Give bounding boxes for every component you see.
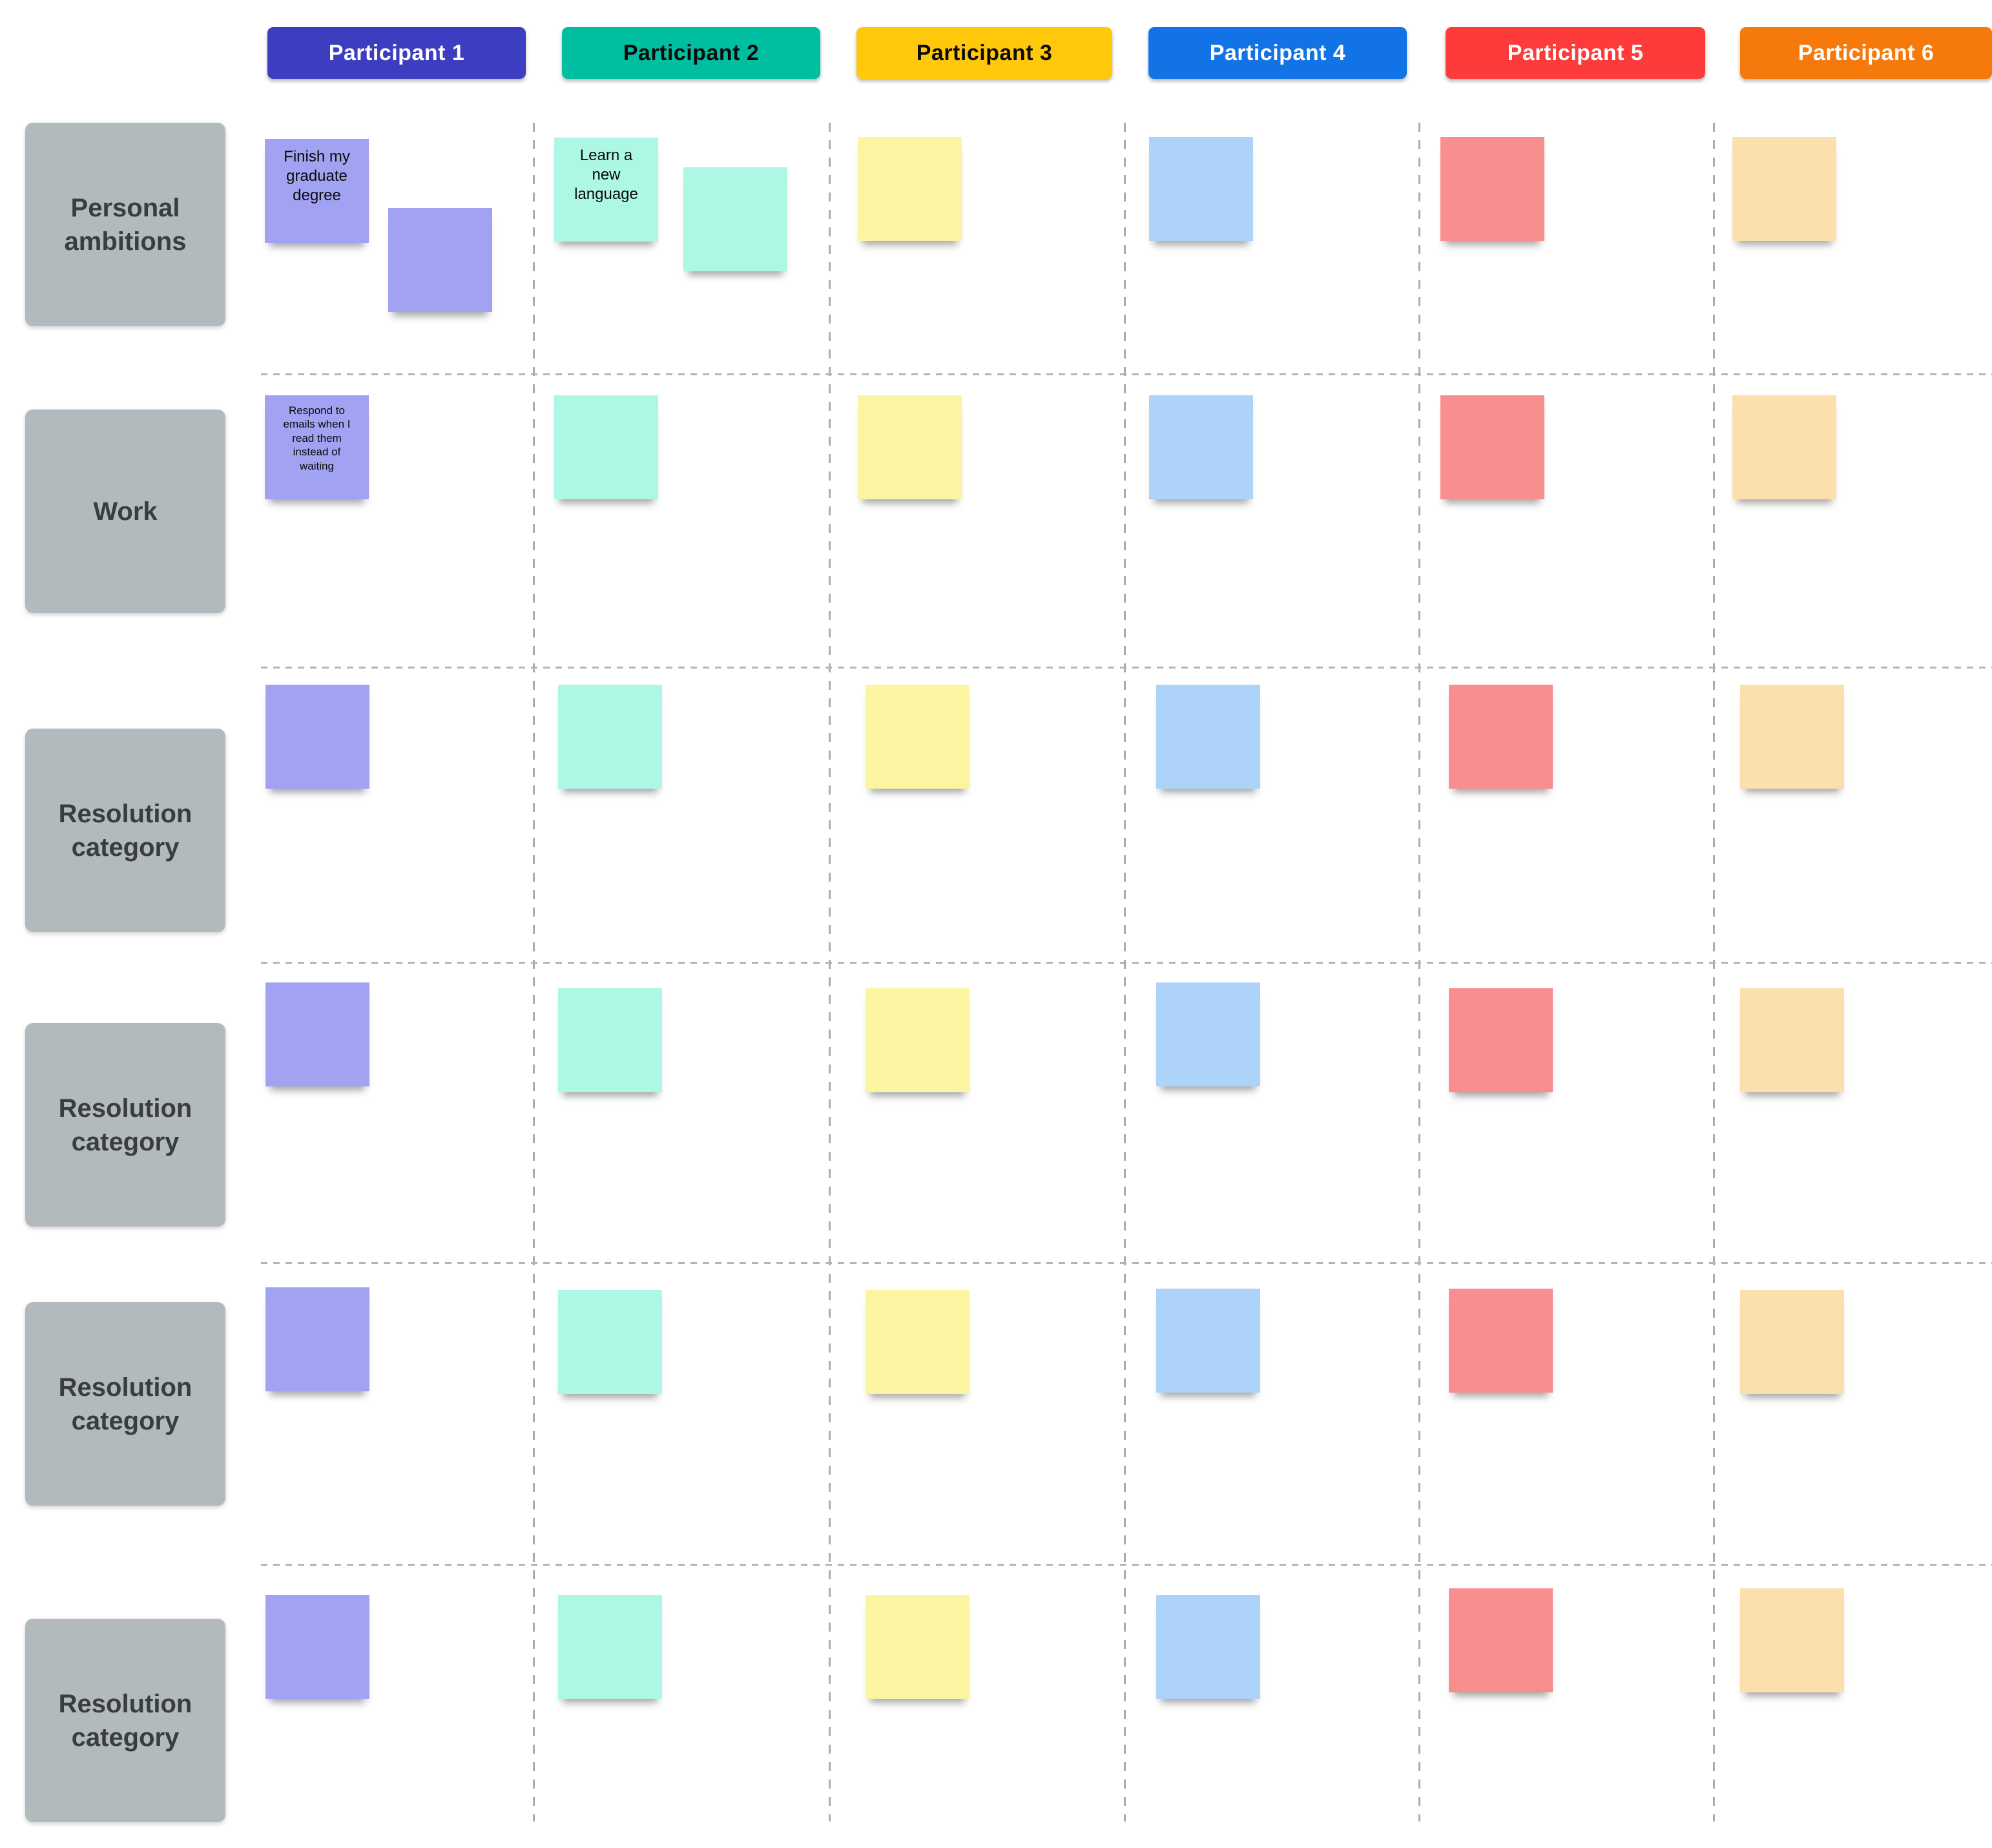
sticky-note[interactable] [558,988,662,1092]
sticky-note[interactable] [1740,1588,1844,1692]
sticky-note[interactable] [1156,982,1260,1086]
row-label-0[interactable]: Personal ambitions [25,123,225,326]
sticky-note[interactable] [1449,1289,1553,1393]
grid-line-horizontal [261,1564,1992,1566]
grid-line-vertical [1418,123,1420,1822]
sticky-note-text: Respond to emails when I read them inste… [283,404,351,472]
sticky-note[interactable] [558,1290,662,1394]
sticky-note[interactable] [265,1595,369,1699]
sticky-note[interactable] [265,685,369,789]
sticky-note[interactable] [858,395,962,499]
sticky-note[interactable] [1732,395,1836,499]
grid-line-horizontal [261,962,1992,964]
grid-line-horizontal [261,1262,1992,1264]
sticky-note[interactable] [866,988,970,1092]
column-header-participant-2[interactable]: Participant 2 [562,27,820,79]
sticky-note[interactable] [1732,137,1836,241]
sticky-note[interactable] [858,137,962,241]
row-label-2[interactable]: Resolution category [25,729,225,932]
sticky-note[interactable] [1156,1595,1260,1699]
sticky-note[interactable] [1156,685,1260,789]
row-label-1[interactable]: Work [25,410,225,613]
column-header-participant-6[interactable]: Participant 6 [1740,27,1992,79]
sticky-note[interactable] [265,1287,369,1391]
sticky-note[interactable] [1440,395,1544,499]
sticky-note[interactable]: Finish my graduate degree [265,139,369,243]
column-header-participant-4[interactable]: Participant 4 [1148,27,1407,79]
row-label-5[interactable]: Resolution category [25,1619,225,1822]
sticky-note[interactable] [1156,1289,1260,1393]
sticky-note[interactable] [866,685,970,789]
sticky-note[interactable] [558,1595,662,1699]
sticky-note[interactable]: Respond to emails when I read them inste… [265,395,369,499]
sticky-note[interactable] [1740,685,1844,789]
sticky-note[interactable] [683,167,787,271]
row-label-3[interactable]: Resolution category [25,1023,225,1227]
column-header-participant-5[interactable]: Participant 5 [1446,27,1705,79]
sticky-note[interactable] [1149,137,1253,241]
sticky-note[interactable] [1149,395,1253,499]
sticky-note[interactable] [1449,988,1553,1092]
row-label-4[interactable]: Resolution category [25,1302,225,1506]
sticky-note[interactable] [866,1595,970,1699]
sticky-note[interactable] [1740,1290,1844,1394]
sticky-note[interactable] [866,1290,970,1394]
sticky-note[interactable] [388,208,492,312]
sticky-note[interactable] [1449,1588,1553,1692]
grid-line-vertical [533,123,535,1822]
grid-line-horizontal [261,667,1992,669]
sticky-note[interactable] [1449,685,1553,789]
column-header-participant-3[interactable]: Participant 3 [856,27,1112,79]
sticky-note[interactable] [1440,137,1544,241]
grid-line-horizontal [261,373,1992,375]
sticky-note-text: Finish my graduate degree [284,148,350,205]
sticky-note[interactable]: Learn a new language [554,138,658,242]
sticky-note-text: Learn a new language [574,147,638,203]
sticky-note[interactable] [554,395,658,499]
sticky-note[interactable] [265,982,369,1086]
grid-line-vertical [829,123,831,1822]
sticky-note[interactable] [558,685,662,789]
sticky-note[interactable] [1740,988,1844,1092]
column-header-participant-1[interactable]: Participant 1 [267,27,526,79]
grid-line-vertical [1713,123,1715,1822]
grid-line-vertical [1124,123,1126,1822]
